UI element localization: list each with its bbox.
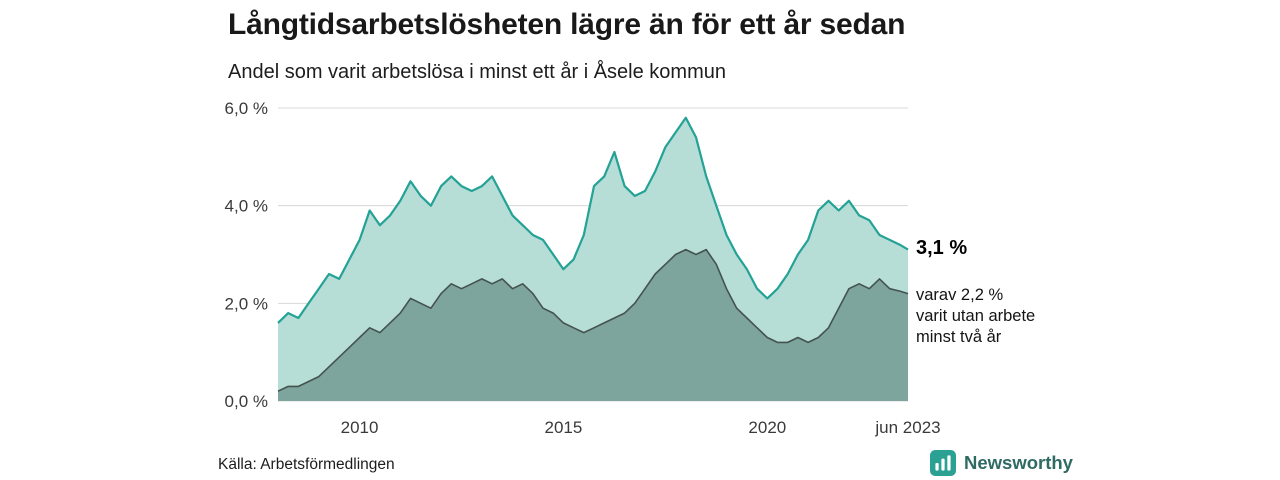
annotation-line-3: minst två år [916,328,1002,346]
x-tick-label: jun 2023 [874,418,940,437]
newsworthy-logo: Newsworthy [930,450,1073,476]
chart-area: 0,0 % 2,0 % 4,0 % 6,0 % 2010 2015 2020 jun 2023 [225,99,941,437]
y-tick-label: 6,0 % [225,99,268,118]
line-minst-ett-ar [277,116,909,324]
x-tick-label: 2015 [545,418,583,437]
chart-subtitle: Andel som varit arbetslösa i minst ett å… [228,61,726,83]
line-minst-tva-ar [277,248,909,392]
secondary-annotation: varav 2,2 % varit utan arbete minst två … [916,285,1035,348]
latest-value-label: 3,1 % [916,237,968,259]
brand-name: Newsworthy [964,452,1073,473]
annotation-line-1: varav 2,2 % [916,286,1004,304]
x-tick-label: 2020 [748,418,786,437]
y-tick-label: 4,0 % [225,197,268,216]
annotation-line-2: varit utan arbete [916,307,1036,325]
y-tick-label: 0,0 % [225,392,268,411]
x-tick-label: 2010 [341,418,379,437]
newsworthy-icon [930,450,956,476]
chart-title: Långtidsarbetslösheten lägre än för ett … [228,8,906,41]
source-label: Källa: Arbetsförmedlingen [218,456,395,473]
area-minst-tva-ar [278,249,908,401]
y-tick-label: 2,0 % [225,294,268,313]
